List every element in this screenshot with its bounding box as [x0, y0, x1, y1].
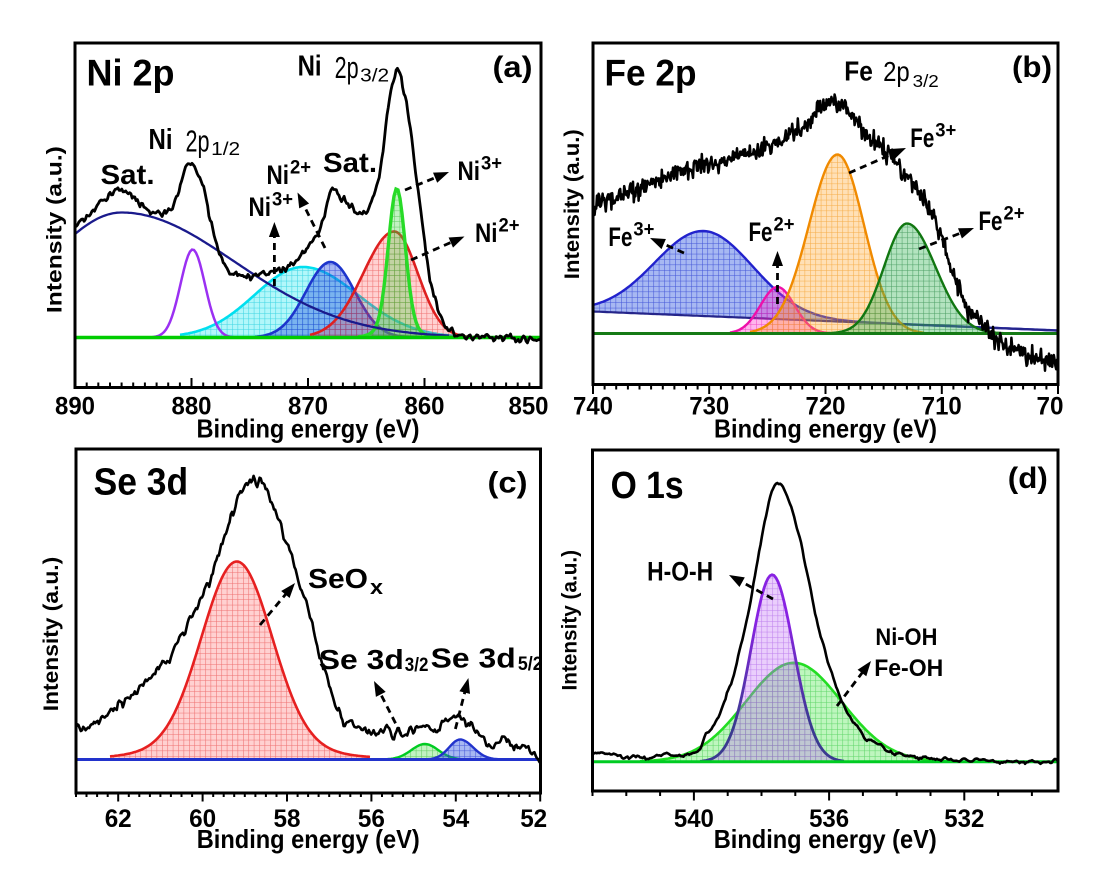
svg-text:Fe: Fe — [749, 217, 773, 247]
svg-text:Ni: Ni — [267, 160, 290, 190]
svg-text:730: 730 — [689, 393, 729, 421]
svg-text:H-O-H: H-O-H — [647, 556, 713, 586]
svg-text:O 1s: O 1s — [611, 465, 684, 507]
svg-text:2p: 2p — [335, 50, 359, 85]
svg-text:Fe: Fe — [979, 206, 1003, 236]
svg-text:x: x — [370, 577, 383, 599]
svg-text:58: 58 — [274, 805, 301, 833]
svg-text:2+: 2+ — [1004, 203, 1025, 225]
svg-text:Ni: Ni — [475, 218, 498, 248]
svg-text:3+: 3+ — [935, 120, 956, 142]
svg-text:1/2: 1/2 — [211, 138, 240, 159]
svg-text:52: 52 — [520, 805, 547, 833]
svg-text:Binding energy (eV): Binding energy (eV) — [197, 414, 420, 444]
svg-text:(a): (a) — [493, 51, 533, 84]
svg-text:70: 70 — [1037, 393, 1064, 421]
svg-text:Fe 2p: Fe 2p — [605, 53, 697, 94]
svg-text:870: 870 — [288, 393, 328, 421]
svg-text:2+: 2+ — [290, 157, 311, 179]
svg-text:54: 54 — [442, 805, 469, 833]
svg-text:Binding energy (eV): Binding energy (eV) — [714, 824, 937, 854]
svg-text:850: 850 — [509, 393, 549, 421]
svg-text:Intensity (a.u.): Intensity (a.u.) — [40, 557, 63, 712]
svg-text:Sat.: Sat. — [323, 147, 377, 178]
svg-text:(c): (c) — [488, 467, 528, 500]
svg-text:Binding energy (eV): Binding energy (eV) — [197, 824, 420, 854]
svg-text:Se 3d: Se 3d — [319, 644, 404, 675]
svg-text:710: 710 — [922, 393, 962, 421]
svg-text:Intensity (a.u.): Intensity (a.u.) — [44, 146, 67, 313]
svg-text:860: 860 — [405, 393, 445, 421]
svg-text:740: 740 — [573, 393, 613, 421]
svg-text:720: 720 — [806, 393, 846, 421]
svg-text:2+: 2+ — [774, 214, 795, 236]
svg-text:Ni 2p: Ni 2p — [87, 53, 175, 94]
svg-text:56: 56 — [358, 805, 385, 833]
svg-text:2+: 2+ — [499, 215, 520, 237]
svg-text:62: 62 — [105, 805, 132, 833]
svg-text:Fe-OH: Fe-OH — [874, 655, 943, 682]
svg-text:540: 540 — [674, 805, 714, 833]
svg-text:3+: 3+ — [633, 219, 654, 241]
svg-text:890: 890 — [55, 393, 95, 421]
svg-text:Fe: Fe — [910, 123, 934, 153]
svg-text:(d): (d) — [1008, 462, 1048, 495]
svg-text:3+: 3+ — [272, 189, 293, 211]
svg-text:Ni: Ni — [458, 156, 481, 186]
svg-text:Ni: Ni — [149, 124, 173, 156]
svg-text:(b): (b) — [1012, 51, 1052, 84]
svg-text:60: 60 — [189, 805, 216, 833]
svg-text:Sat.: Sat. — [101, 159, 155, 190]
svg-text:5/2: 5/2 — [518, 654, 543, 675]
svg-text:Ni: Ni — [298, 51, 322, 83]
svg-text:Ni: Ni — [249, 192, 272, 222]
svg-text:536: 536 — [809, 805, 849, 833]
svg-text:Intensity (a.u.): Intensity (a.u.) — [559, 550, 582, 691]
svg-text:3/2: 3/2 — [360, 64, 389, 85]
svg-text:Binding energy (eV): Binding energy (eV) — [714, 414, 937, 444]
svg-text:3/2: 3/2 — [913, 71, 939, 91]
svg-text:2p: 2p — [883, 56, 910, 87]
svg-text:Se 3d: Se 3d — [431, 643, 516, 674]
svg-text:Se 3d: Se 3d — [94, 462, 189, 504]
svg-text:SeO: SeO — [308, 563, 368, 594]
svg-text:880: 880 — [172, 393, 212, 421]
svg-text:532: 532 — [944, 805, 984, 833]
svg-text:2p: 2p — [186, 124, 210, 159]
svg-text:3/2: 3/2 — [405, 655, 429, 676]
svg-text:Ni-OH: Ni-OH — [875, 624, 937, 651]
svg-text:Fe: Fe — [844, 56, 873, 87]
svg-text:3+: 3+ — [481, 153, 502, 175]
svg-text:Fe: Fe — [608, 222, 632, 252]
svg-text:Intensity (a.u.): Intensity (a.u.) — [561, 129, 584, 279]
